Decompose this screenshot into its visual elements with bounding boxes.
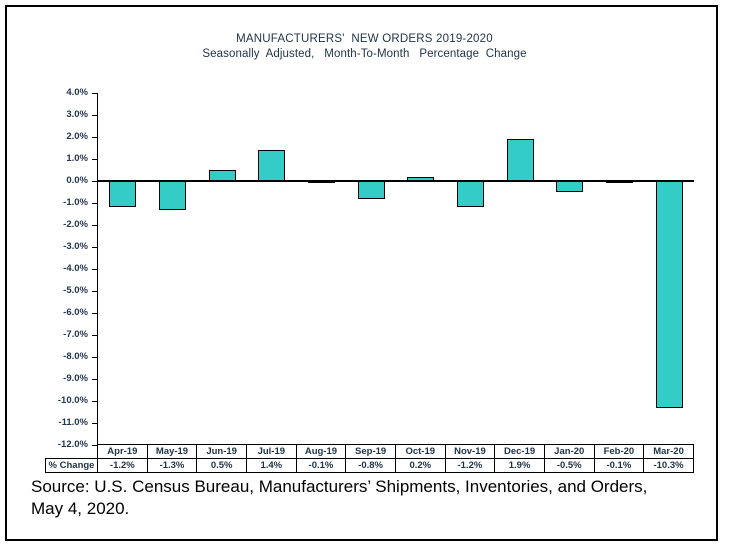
plot-area <box>97 93 694 445</box>
month-header-cell: Nov-19 <box>444 444 496 459</box>
bar-Sep-19 <box>357 181 385 199</box>
y-axis-label: 0.0% <box>66 175 88 186</box>
bar-Aug-19 <box>308 181 335 184</box>
value-cell: 1.4% <box>245 458 297 473</box>
month-header-cell: Jun-19 <box>196 444 247 459</box>
month-header-cell: Mar-20 <box>643 444 694 459</box>
month-header-cell: Jan-20 <box>543 444 595 459</box>
bar-Oct-19 <box>407 176 435 181</box>
y-axis-tick <box>92 136 97 138</box>
y-axis-label: -11.0% <box>58 417 88 428</box>
bar-Jul-19 <box>258 150 286 181</box>
bar-Apr-19 <box>109 181 137 208</box>
y-axis-tick <box>92 444 97 446</box>
month-header-cell: Aug-19 <box>295 444 347 459</box>
y-axis-label: -9.0% <box>63 373 88 384</box>
value-cell: 1.9% <box>494 458 545 473</box>
zero-axis-line <box>98 180 694 182</box>
value-cell: -0.8% <box>345 458 396 473</box>
month-header-cell: Oct-19 <box>394 444 446 459</box>
data-table-wrap: Apr-19 May-19 Jun-19 Jul-19 Aug-19 Sep-19 Oct-… <box>45 444 694 473</box>
value-cell: 0.5% <box>196 458 247 473</box>
month-header-cell: Feb-20 <box>593 444 645 459</box>
y-axis-label: -6.0% <box>63 307 88 318</box>
y-axis-tick <box>92 334 97 336</box>
bar-Feb-20 <box>606 181 633 184</box>
y-axis-label: 1.0% <box>66 153 88 164</box>
source-note-line1: Source: U.S. Census Bureau, Manufacturer… <box>31 477 648 496</box>
y-axis-label: -8.0% <box>63 351 88 362</box>
month-header-cell: Jul-19 <box>245 444 297 459</box>
month-header-cell: Dec-19 <box>494 444 545 459</box>
table-row-label: % Change <box>45 458 98 473</box>
y-axis-label: -5.0% <box>63 285 88 296</box>
y-axis-tick <box>92 290 97 292</box>
bar-Dec-19 <box>506 139 534 181</box>
y-axis-label: -1.0% <box>63 197 88 208</box>
value-cell: -1.2% <box>97 458 148 473</box>
y-axis-tick <box>92 422 97 424</box>
month-header-cell: Apr-19 <box>97 444 148 459</box>
bar-May-19 <box>159 181 186 210</box>
table-corner-cell <box>46 445 98 459</box>
value-cell: 0.2% <box>394 458 446 473</box>
y-axis-tick <box>92 356 97 358</box>
y-axis-label: 2.0% <box>66 131 88 142</box>
bar-Mar-20 <box>655 181 683 408</box>
y-axis-tick <box>92 224 97 226</box>
bar-Jan-20 <box>556 181 584 192</box>
y-axis-tick <box>92 158 97 160</box>
source-note: Source: U.S. Census Bureau, Manufacturer… <box>31 476 647 519</box>
y-axis-label: -12.0% <box>57 439 88 450</box>
chart-subtitle: Seasonally Adjusted, Month-To-Month Perc… <box>202 48 527 60</box>
value-cell: -1.2% <box>444 458 496 473</box>
source-note-line2: May 4, 2020. <box>31 498 130 518</box>
y-axis-label: 3.0% <box>66 109 88 120</box>
y-axis-label: -7.0% <box>63 329 88 340</box>
value-cell: -10.3% <box>643 458 694 473</box>
y-axis-label: 4.0% <box>66 87 88 98</box>
bar-Nov-19 <box>457 181 484 208</box>
data-table: Apr-19 May-19 Jun-19 Jul-19 Aug-19 Sep-19 Oct-… <box>45 444 694 473</box>
y-axis-tick <box>92 400 97 402</box>
chart-title: MANUFACTURERS' NEW ORDERS 2019-2020 <box>236 33 493 45</box>
month-header-cell: May-19 <box>146 444 198 459</box>
y-axis-tick <box>92 202 97 204</box>
y-axis-tick <box>92 180 97 182</box>
y-axis-tick <box>92 246 97 248</box>
figure-border <box>5 5 718 541</box>
value-cell: -1.3% <box>146 458 198 473</box>
bar-Jun-19 <box>208 170 236 181</box>
y-axis-label: -3.0% <box>63 241 88 252</box>
y-axis-tick <box>92 268 97 270</box>
y-axis-tick <box>92 378 97 380</box>
value-cell: -0.5% <box>543 458 595 473</box>
y-axis-tick <box>92 92 97 94</box>
y-axis-label: -2.0% <box>63 219 88 230</box>
y-axis-tick <box>92 312 97 314</box>
value-cell: -0.1% <box>295 458 347 473</box>
y-axis-label: -4.0% <box>63 263 88 274</box>
value-cell: -0.1% <box>593 458 645 473</box>
month-header-cell: Sep-19 <box>345 444 396 459</box>
y-axis-label: -10.0% <box>57 395 88 406</box>
y-axis-tick <box>92 114 97 116</box>
